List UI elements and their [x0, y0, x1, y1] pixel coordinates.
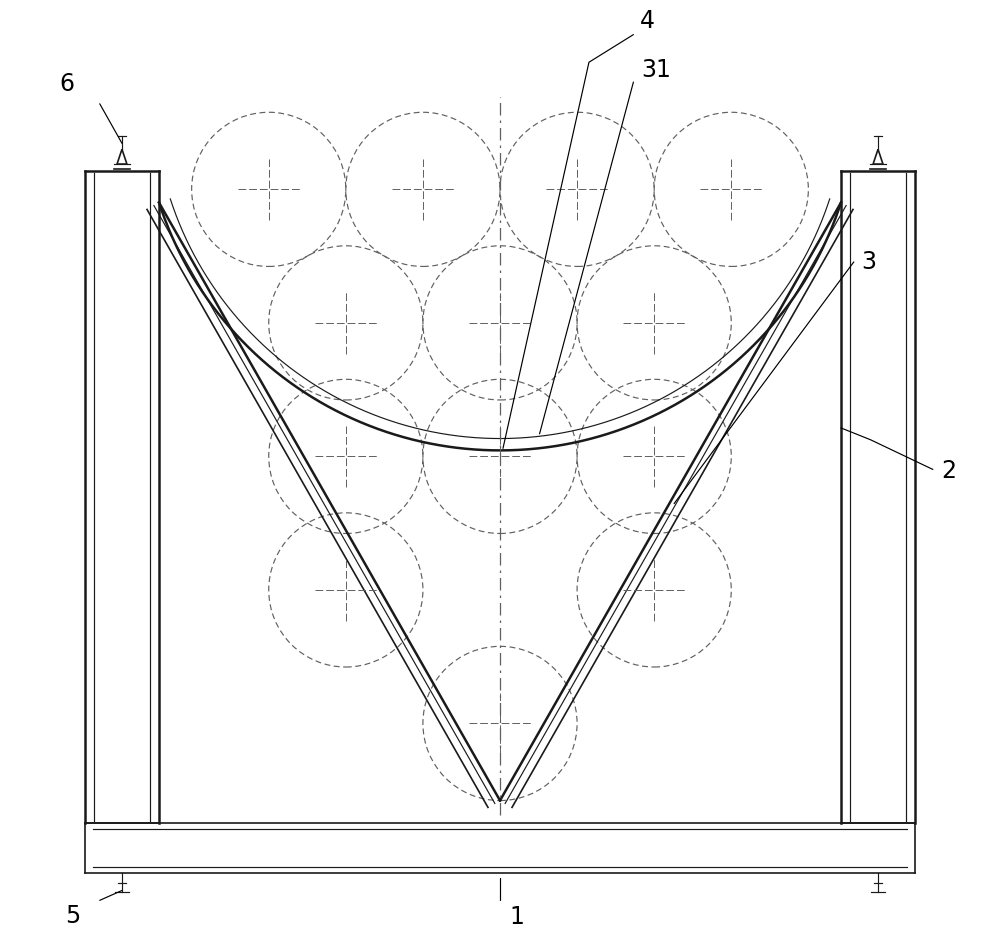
Text: 2: 2: [941, 459, 956, 483]
Text: 3: 3: [862, 250, 877, 274]
Text: 1: 1: [510, 905, 525, 929]
Text: 6: 6: [60, 72, 75, 96]
Text: 31: 31: [641, 58, 671, 82]
Text: 5: 5: [65, 904, 81, 928]
Text: 4: 4: [640, 8, 655, 33]
